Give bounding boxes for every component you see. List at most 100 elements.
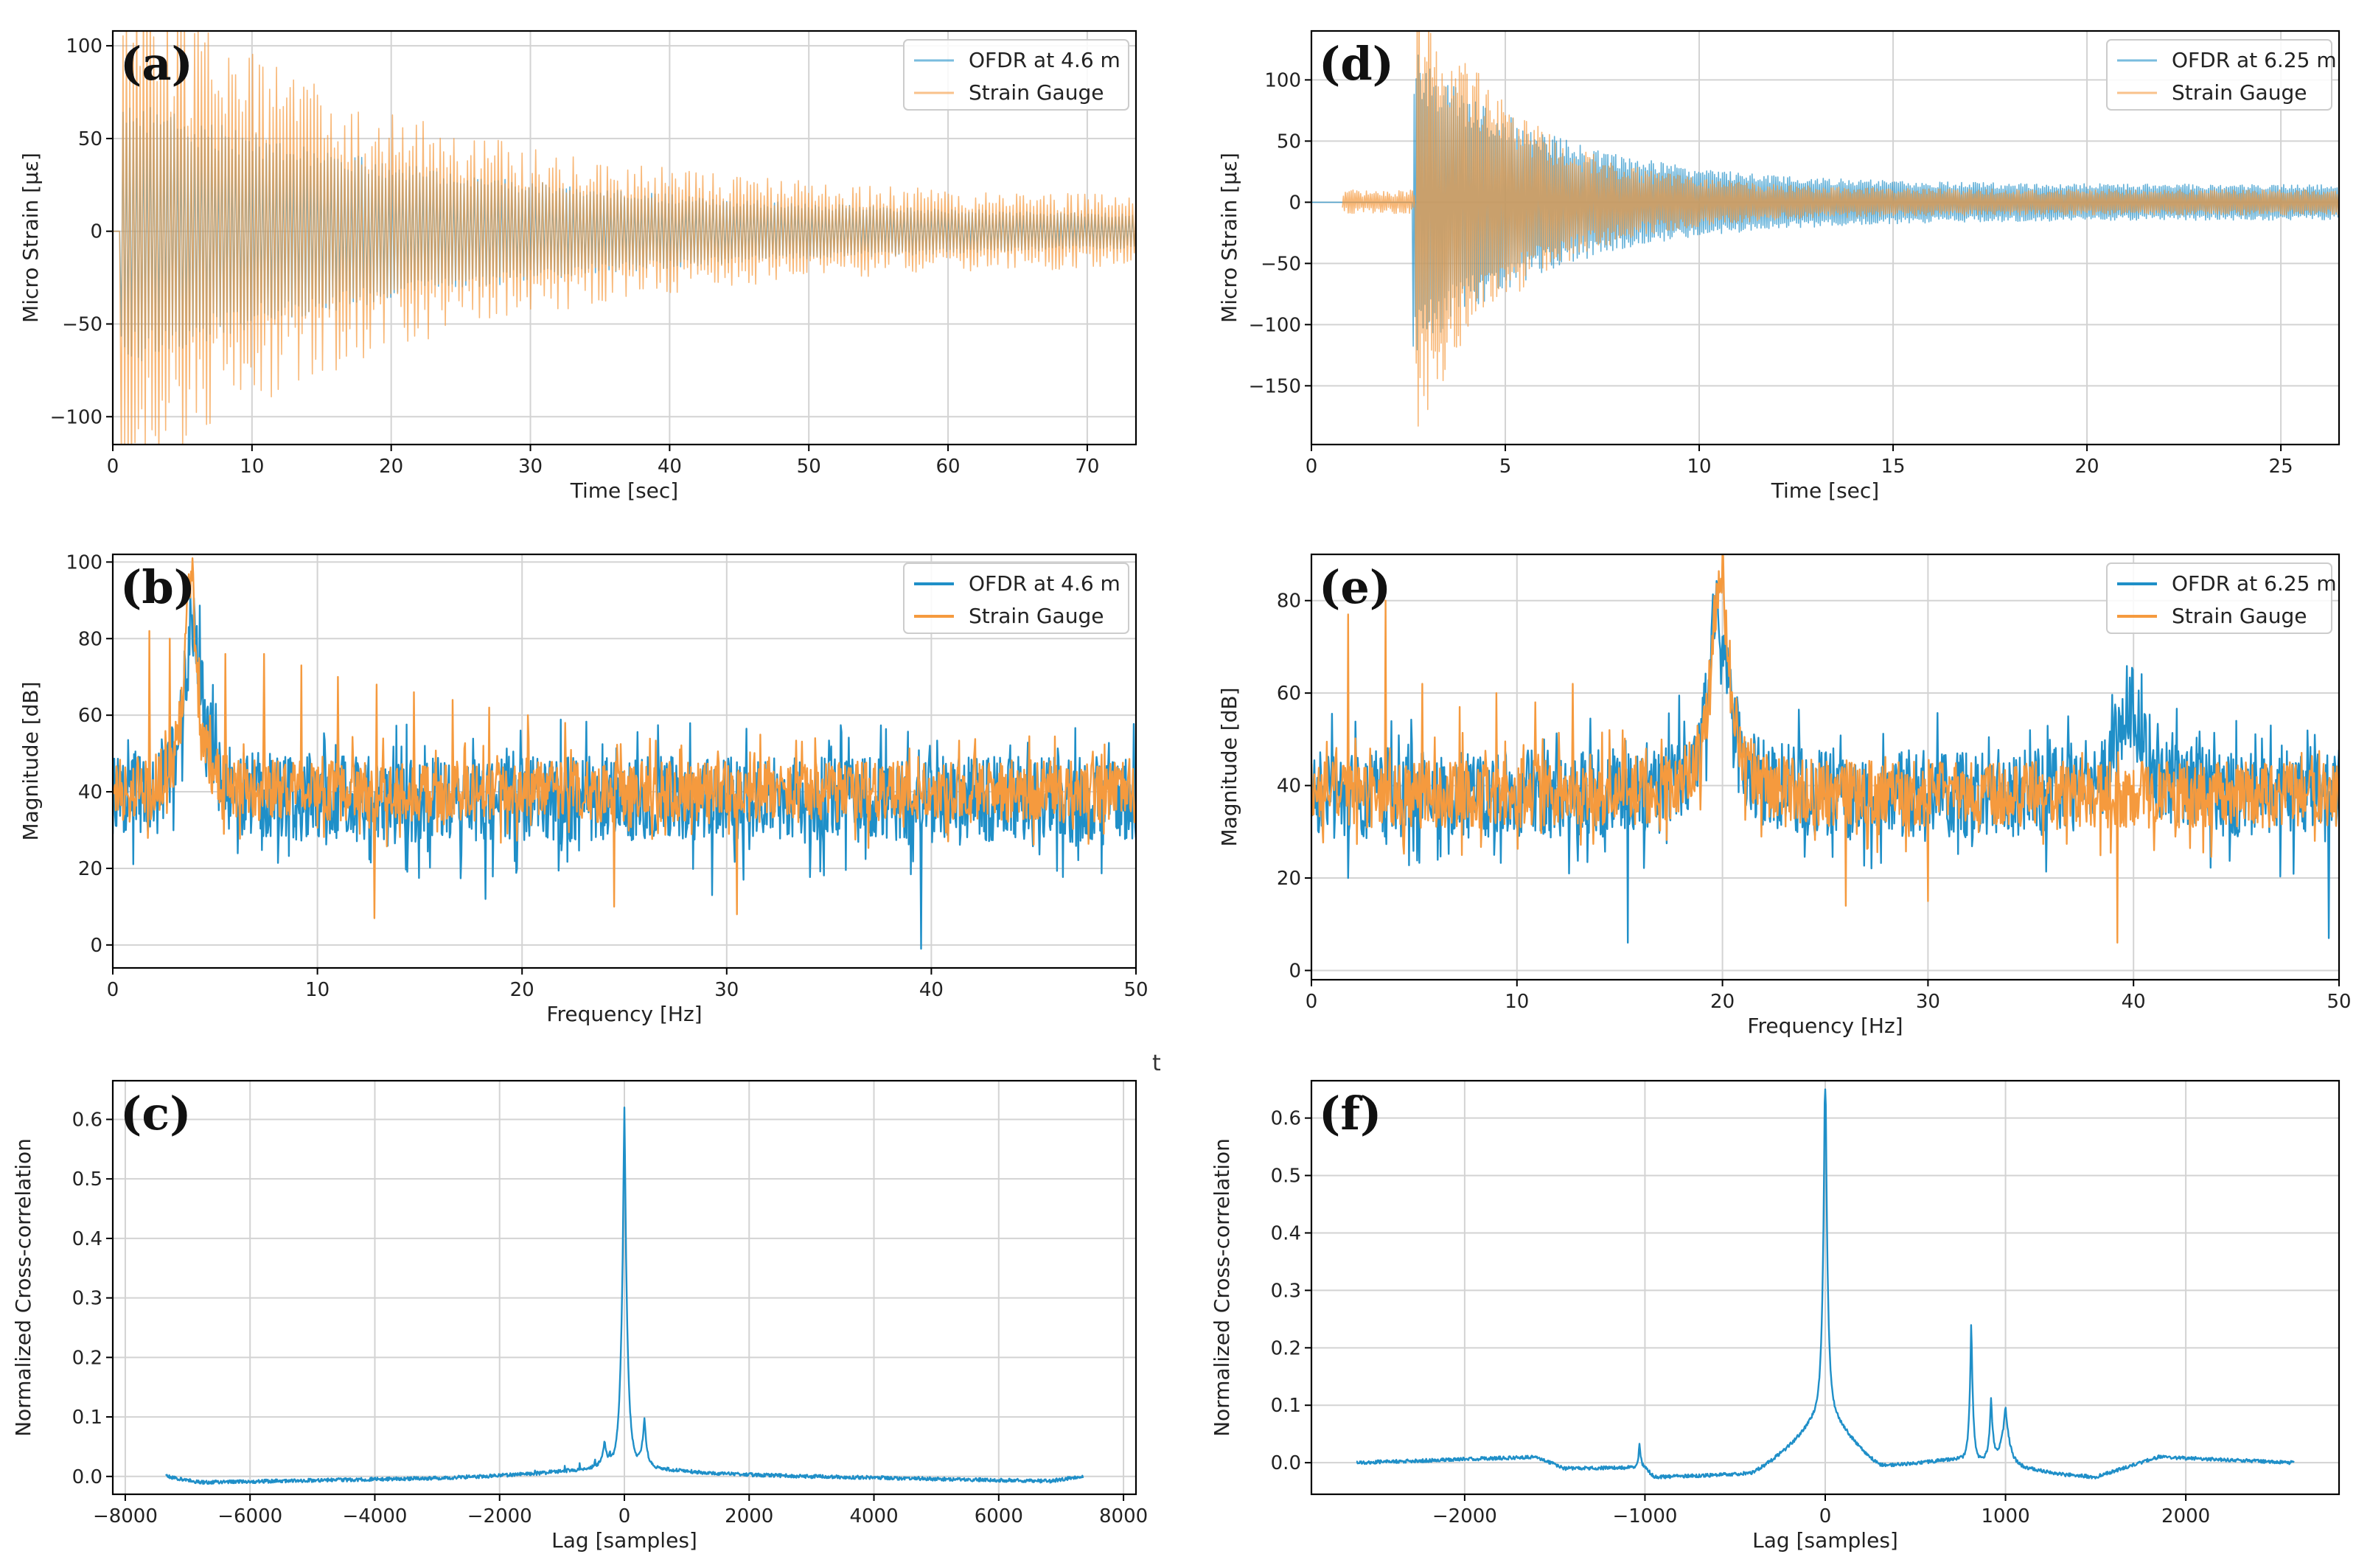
y-tick-label: −50 (1261, 253, 1301, 275)
x-tick-label: −1000 (1612, 1505, 1677, 1527)
panel-b: 0 10 20 30 40 50 0 20 40 60 80 100 Frequency [Hz] Mag… (18, 551, 1149, 1026)
x-tick-label: 25 (2269, 456, 2293, 478)
x-tick-label: 50 (1123, 979, 1148, 1001)
y-tick-label: 80 (1277, 590, 1301, 613)
y-tick-label: 0.1 (72, 1407, 102, 1429)
x-tick-label: 40 (919, 979, 944, 1001)
panel-letter: (e) (1319, 560, 1391, 614)
axes-frame (1310, 29, 2341, 446)
y-tick-label: −100 (1249, 314, 1301, 336)
y-tick-label: 20 (1277, 868, 1301, 890)
y-tick-label: 0.5 (1271, 1165, 1301, 1188)
y-tick-label: 0 (90, 935, 102, 957)
plot-area (1311, 554, 2339, 944)
x-axis-label: Frequency [Hz] (1747, 1014, 1903, 1038)
plot-area (165, 1107, 1084, 1485)
stray-glyph: t (1152, 1050, 1161, 1076)
x-axis-label: Lag [samples] (1752, 1528, 1898, 1553)
x-tick-label: 10 (1505, 991, 1529, 1013)
y-tick-label: 0.6 (72, 1109, 102, 1131)
y-tick-label: 0 (1289, 192, 1301, 214)
legend-box (2106, 39, 2332, 111)
legend-box (2106, 562, 2332, 634)
panel-letter: (f) (1319, 1087, 1381, 1140)
legend: OFDR at 6.25 m Strain Gauge (2106, 39, 2337, 111)
axes-frame (1310, 553, 2341, 981)
x-tick-label: 40 (658, 456, 682, 478)
panel-letter: (c) (120, 1087, 191, 1140)
y-tick-label: 50 (78, 128, 102, 150)
legend: OFDR at 6.25 m Strain Gauge (2106, 562, 2337, 634)
y-axis-label: Normalized Cross-correlation (1210, 1138, 1234, 1437)
x-tick-label: 70 (1075, 456, 1099, 478)
y-axis-label: Magnitude [dB] (18, 681, 43, 840)
series-line-strain-gauge (1342, 31, 2339, 427)
x-tick-label: 0 (1306, 456, 1318, 478)
series-line-ofdr (165, 1107, 1084, 1485)
y-tick-label: 0.6 (1271, 1108, 1301, 1130)
legend-label: Strain Gauge (969, 604, 1104, 628)
y-tick-label: 50 (1277, 130, 1301, 153)
legend-box (903, 562, 1129, 634)
panel-letter: (d) (1319, 37, 1394, 91)
x-tick-label: 20 (379, 456, 403, 478)
x-tick-label: 0 (107, 456, 119, 478)
legend-label: Strain Gauge (2172, 80, 2307, 105)
x-axis-label: Lag [samples] (551, 1528, 697, 1553)
y-tick-label: 0 (1289, 960, 1301, 982)
plot-area (113, 31, 1136, 445)
y-tick-label: 60 (78, 705, 102, 727)
x-tick-label: −2000 (467, 1505, 532, 1527)
axes-frame (111, 553, 1137, 969)
x-tick-label: 10 (1687, 456, 1711, 478)
x-tick-label: 2000 (725, 1505, 773, 1527)
legend: OFDR at 4.6 m Strain Gauge (903, 39, 1129, 111)
panel-letter: (b) (120, 560, 195, 614)
x-tick-label: 60 (936, 456, 961, 478)
x-tick-label: 2000 (2161, 1505, 2210, 1527)
y-tick-label: 40 (78, 781, 102, 804)
y-tick-label: 0.4 (1271, 1222, 1301, 1244)
x-tick-label: 20 (1710, 991, 1735, 1013)
x-tick-label: 8000 (1099, 1505, 1148, 1527)
legend-label: OFDR at 6.25 m (2172, 48, 2337, 72)
panel-d: 0 5 10 15 20 25 −150 −100 −50 0 50 100 Time [sec] Mic… (1217, 29, 2341, 503)
panel-c: −8000 −6000 −4000 −2000 0 2000 4000 6000 8000 0.0… (11, 1079, 1148, 1553)
x-axis-label: Frequency [Hz] (546, 1002, 702, 1026)
x-tick-label: 0 (618, 1505, 631, 1527)
y-tick-label: 100 (66, 35, 102, 58)
panel-f: −2000 −1000 0 1000 2000 0.0 0.1 0.2 0.3 0.4 0.5 0.6… (1210, 1079, 2341, 1553)
plot-area (113, 557, 1136, 950)
y-axis-label: Normalized Cross-correlation (11, 1138, 35, 1437)
x-tick-label: 15 (1881, 456, 1906, 478)
y-tick-label: 20 (78, 858, 102, 880)
x-tick-label: 40 (2122, 991, 2146, 1013)
x-tick-label: 0 (1306, 991, 1318, 1013)
x-tick-label: 30 (1916, 991, 1940, 1013)
y-tick-label: 100 (1264, 69, 1301, 91)
x-tick-label: 30 (714, 979, 739, 1001)
legend-label: OFDR at 4.6 m (969, 48, 1120, 72)
x-tick-label: 10 (240, 456, 264, 478)
y-axis-label: Micro Strain [μɛ] (1217, 153, 1241, 323)
legend-label: OFDR at 4.6 m (969, 571, 1120, 596)
y-tick-label: 0.0 (72, 1466, 102, 1488)
y-tick-label: 0.3 (1271, 1280, 1301, 1302)
y-tick-label: −100 (50, 406, 102, 428)
legend: OFDR at 4.6 m Strain Gauge (903, 562, 1129, 634)
y-tick-label: 0.1 (1271, 1395, 1301, 1417)
panel-e: 0 10 20 30 40 50 0 20 40 60 80 Frequency [Hz] Magnit… (1217, 553, 2352, 1038)
y-tick-label: 0 (90, 221, 102, 243)
axes-frame (111, 29, 1137, 446)
y-axis-label: Micro Strain [μɛ] (18, 153, 43, 323)
y-tick-label: −50 (62, 313, 102, 335)
panel-a: 0 10 20 30 40 50 60 70 −100 −50 0 50 100 Time [sec] Mi… (18, 29, 1137, 503)
panel-letter: (a) (120, 37, 193, 91)
x-tick-label: −4000 (342, 1505, 407, 1527)
x-tick-label: 1000 (1981, 1505, 2029, 1527)
x-tick-label: 50 (797, 456, 821, 478)
x-tick-label: 10 (305, 979, 330, 1001)
legend-label: Strain Gauge (969, 80, 1104, 105)
